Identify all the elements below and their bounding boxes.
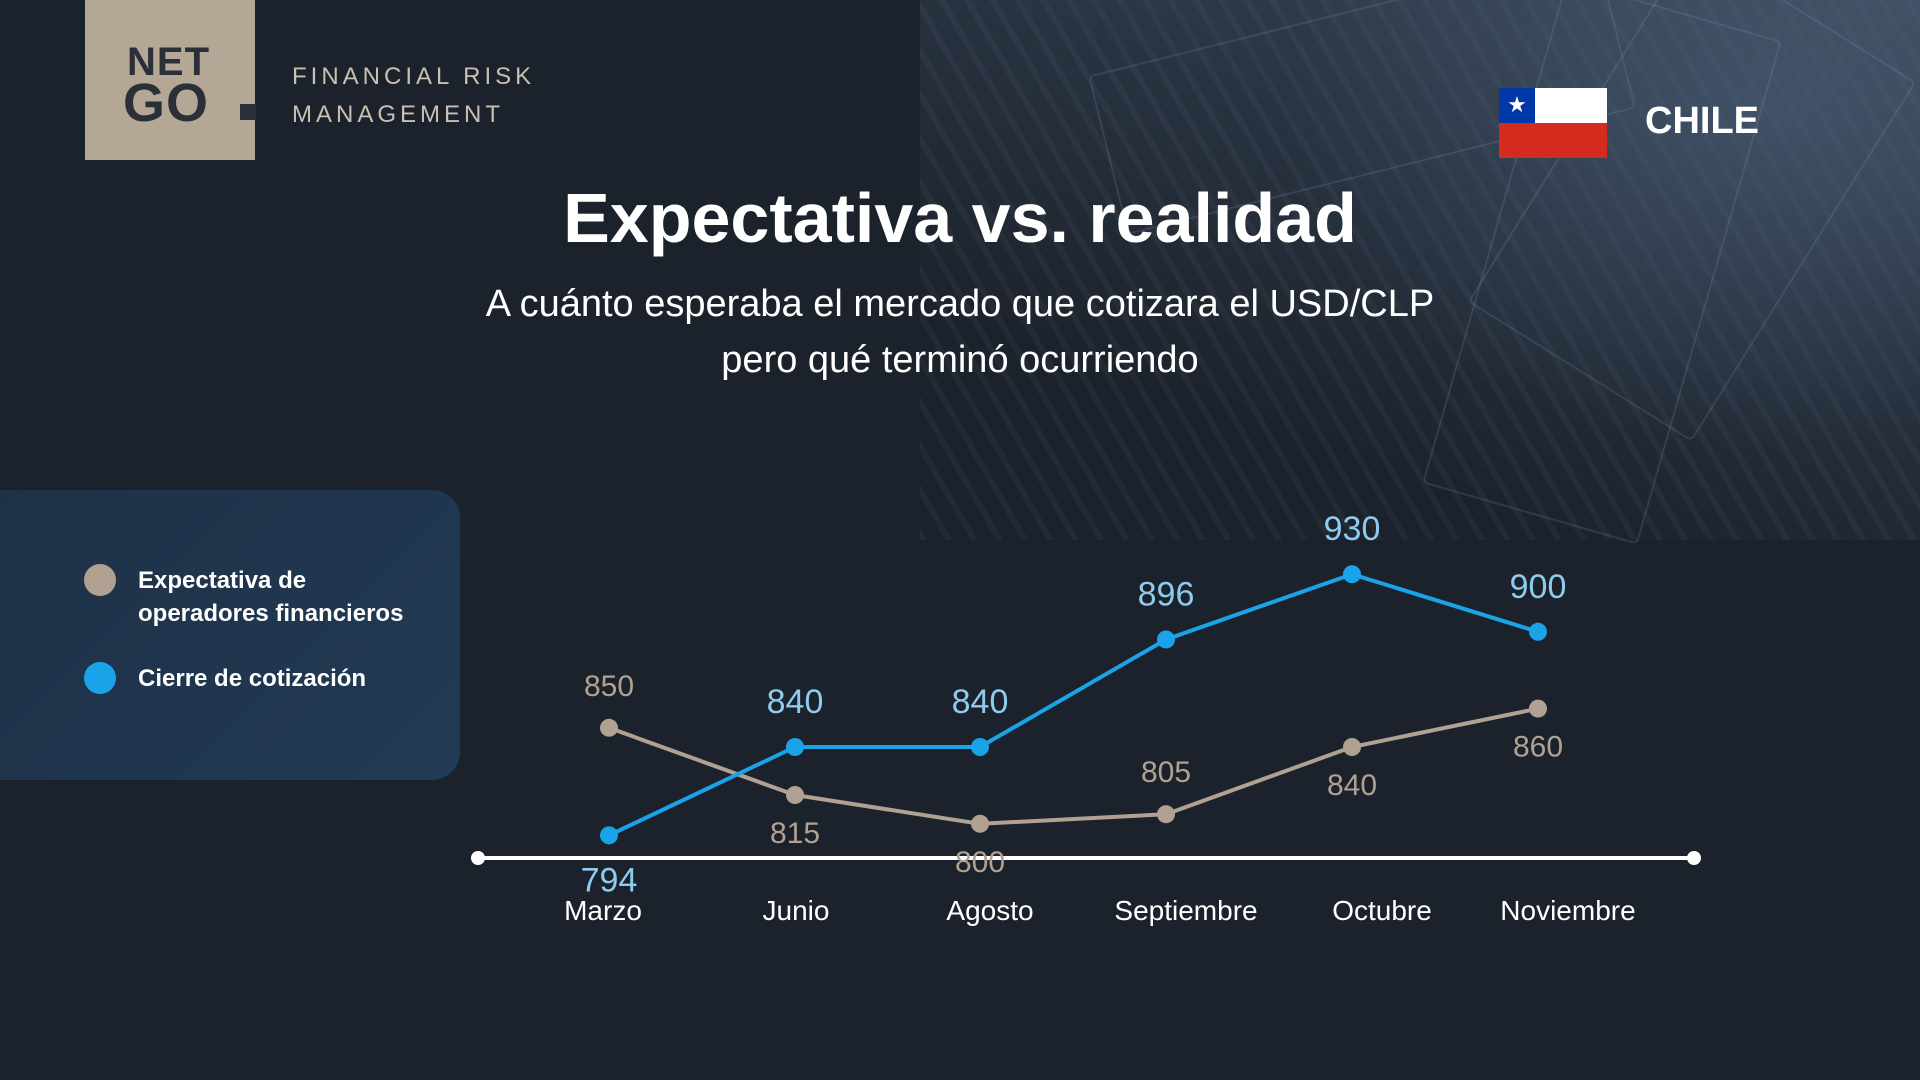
tagline-line-2: MANAGEMENT: [292, 101, 505, 128]
logo-text-go: GO: [123, 73, 210, 133]
x-axis-end-dot: [1687, 851, 1701, 865]
data-point-actual: [1157, 630, 1175, 649]
page-title: Expectativa vs. realidad: [563, 179, 1357, 257]
x-tick-label: Septiembre: [1114, 895, 1257, 926]
data-point-expectation: [600, 718, 618, 737]
x-tick-label: Octubre: [1332, 895, 1432, 926]
company-logo: NET GO: [85, 0, 255, 160]
page-subtitle: A cuánto esperaba el mercado que cotizar…: [0, 276, 1920, 388]
data-label-actual: 840: [952, 683, 1009, 721]
data-point-actual: [786, 738, 804, 756]
data-label-expectation: 860: [1513, 731, 1563, 764]
data-label-actual: 896: [1138, 575, 1195, 613]
data-label-expectation: 805: [1141, 756, 1191, 789]
x-tick-label: Junio: [763, 895, 830, 926]
data-point-actual: [600, 826, 618, 845]
series-line-actual: [608, 572, 1539, 838]
data-label-expectation: 840: [1327, 769, 1377, 802]
data-label-actual: 840: [767, 683, 824, 721]
legend-item-actual: Cierre de cotización: [84, 662, 438, 695]
data-label-actual: 900: [1510, 568, 1567, 606]
legend-swatch-actual: [84, 662, 116, 694]
data-label-actual: 930: [1324, 510, 1381, 548]
data-point-actual: [1529, 622, 1547, 641]
legend-label-actual: Cierre de cotización: [138, 665, 367, 692]
background-money-photo: [920, 0, 1920, 545]
series-line-expectation: [608, 706, 1539, 826]
data-point-actual: [1343, 565, 1361, 584]
country-name: CHILE: [1645, 100, 1759, 142]
tagline-line-1: FINANCIAL RISK: [292, 63, 536, 90]
subtitle-line-1: A cuánto esperaba el mercado que cotizar…: [485, 283, 1435, 325]
data-point-actual: [971, 738, 989, 756]
x-tick-label: Agosto: [946, 895, 1033, 926]
chart-legend: Expectativa de operadores financieros Ci…: [0, 490, 460, 780]
chile-flag-icon: ★: [1499, 88, 1607, 158]
data-point-expectation: [1529, 699, 1547, 718]
data-label-actual: 794: [581, 861, 638, 899]
data-label-expectation: 815: [770, 817, 820, 850]
logo-dot: [240, 104, 256, 120]
x-tick-label: Noviembre: [1500, 895, 1635, 926]
data-label-expectation: 800: [955, 846, 1005, 879]
legend-swatch-expectation: [84, 564, 116, 596]
x-axis-start-dot: [471, 851, 485, 865]
x-tick-label: Marzo: [564, 895, 642, 926]
data-point-expectation: [1157, 805, 1175, 824]
data-point-expectation: [971, 814, 989, 833]
company-tagline: FINANCIAL RISK MANAGEMENT: [292, 58, 535, 134]
legend-label-expectation: Expectativa de operadores financieros: [138, 567, 404, 627]
logo-text-net: NET: [127, 40, 210, 84]
data-label-expectation: 850: [584, 670, 634, 703]
legend-item-expectation: Expectativa de operadores financieros: [84, 564, 438, 630]
subtitle-line-2: pero qué terminó ocurriendo: [721, 339, 1199, 381]
data-point-expectation: [1343, 738, 1361, 756]
data-point-expectation: [786, 786, 804, 804]
